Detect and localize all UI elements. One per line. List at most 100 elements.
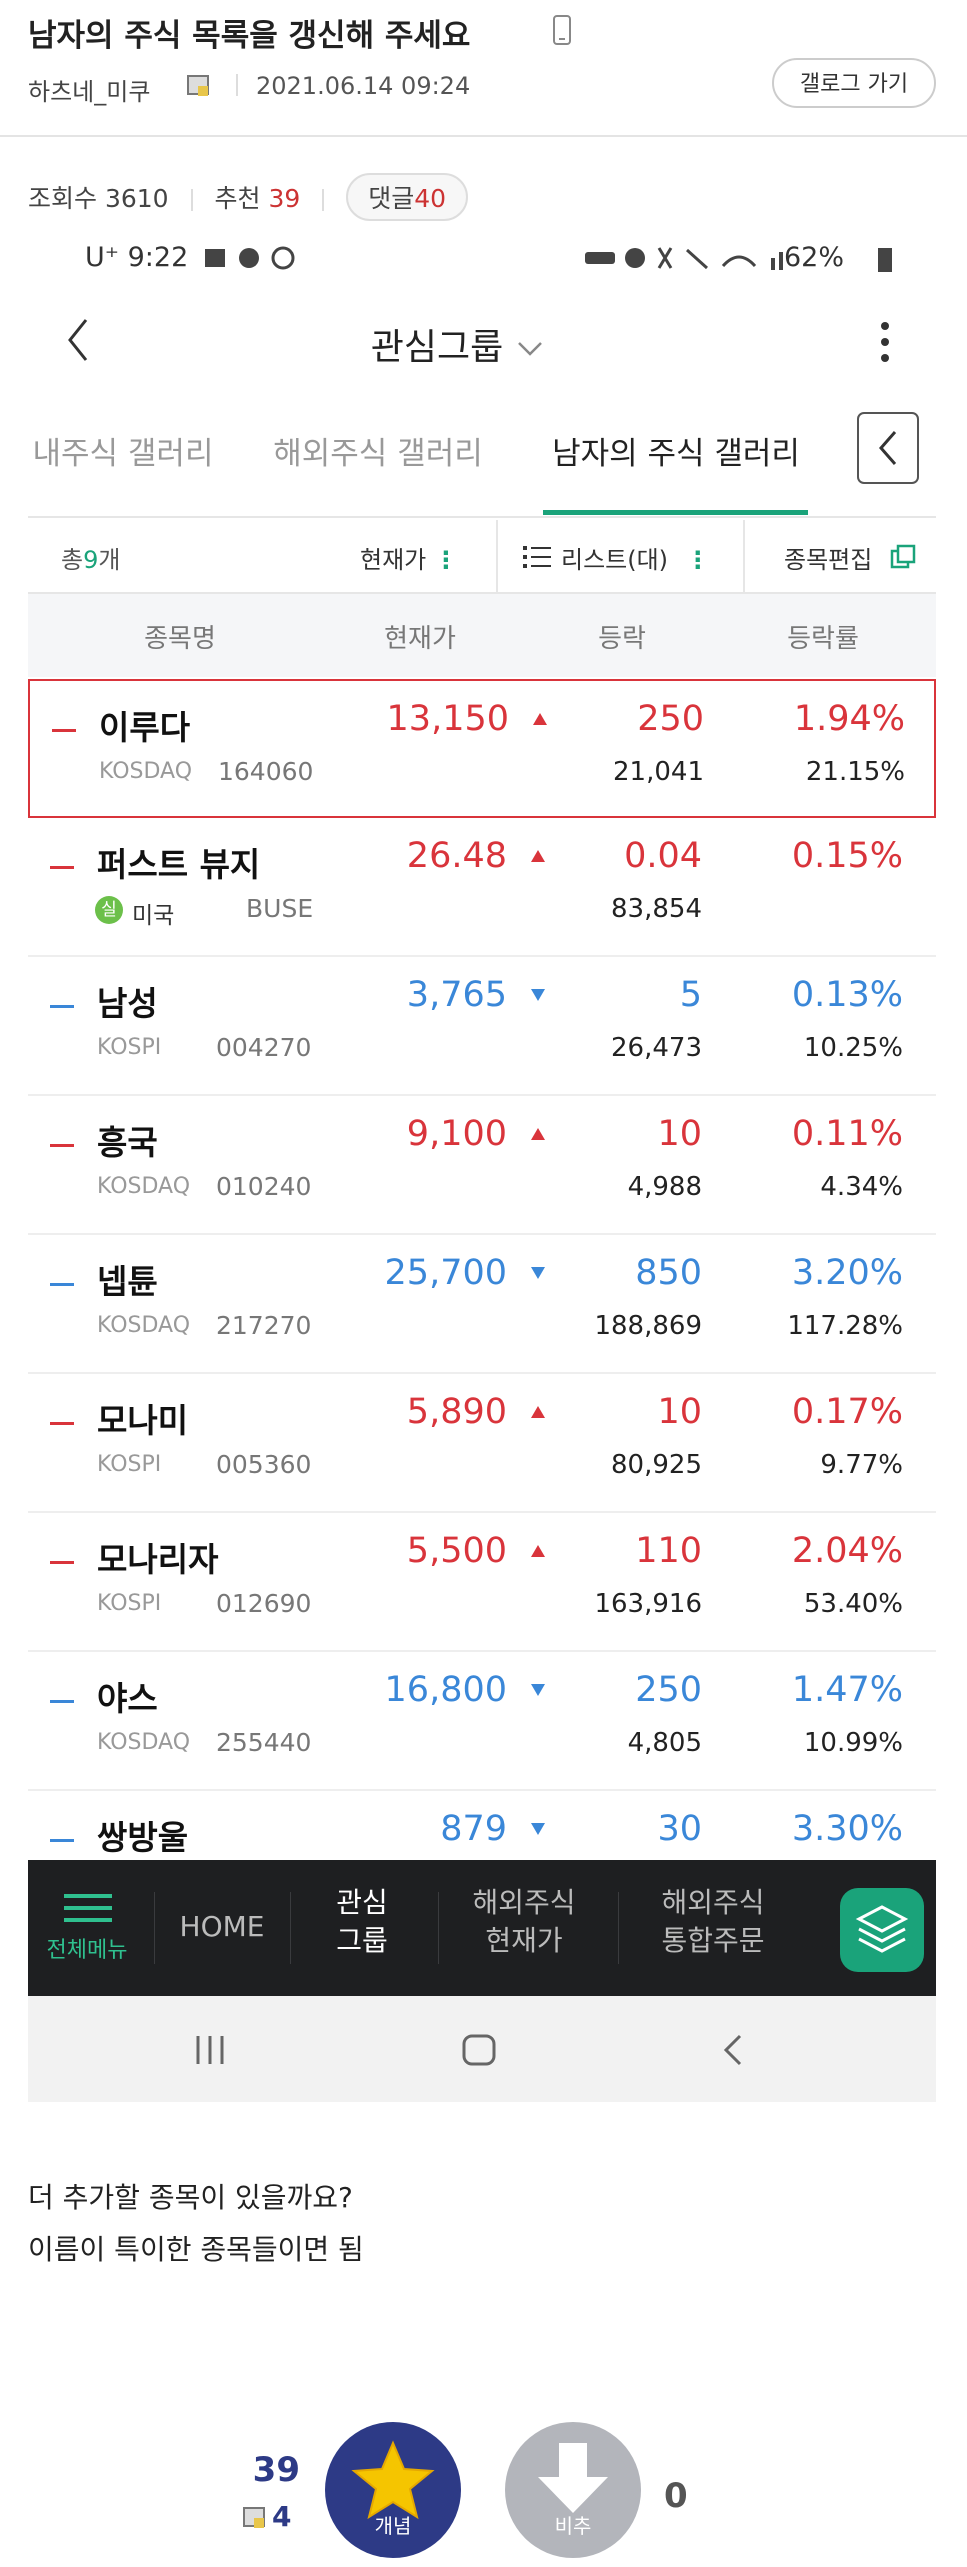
- change-rate: 0.17%: [791, 1392, 903, 1432]
- more-button[interactable]: [878, 320, 892, 364]
- nav-item[interactable]: HOME: [179, 1910, 265, 1943]
- stock-name: 이루다: [99, 708, 191, 747]
- divider: [236, 74, 238, 96]
- price: 25,700: [384, 1253, 507, 1293]
- column-label: 현재가: [384, 624, 456, 654]
- turnover-rate: 4.34%: [820, 1172, 903, 1202]
- app-button[interactable]: [839, 1887, 925, 1973]
- stock-row[interactable]: 퍼스트 뷰지 실 미국 BUSE 26.48 0.04 0.15% 83,854: [28, 818, 936, 957]
- nav-item[interactable]: 해외주식 현재가: [472, 1886, 576, 1957]
- nav-item[interactable]: 관심 그룹: [336, 1886, 388, 1957]
- change-rate: 1.47%: [791, 1670, 903, 1710]
- code: 217270: [216, 1311, 312, 1340]
- price: 26.48: [406, 836, 507, 876]
- divider: [322, 189, 325, 211]
- code: 255440: [216, 1728, 312, 1757]
- turnover-rate: 10.99%: [803, 1728, 903, 1758]
- volume: 163,916: [594, 1589, 702, 1619]
- group-title[interactable]: 관심그룹: [328, 318, 588, 370]
- total: 9: [83, 546, 99, 574]
- stock-name: 쌍방울: [97, 1818, 189, 1857]
- price: 879: [440, 1809, 507, 1849]
- edit-label: 종목편집: [784, 546, 873, 574]
- menu-icon[interactable]: [64, 1892, 112, 1924]
- tab-scroll-button[interactable]: [857, 412, 919, 484]
- price: 3,765: [406, 975, 507, 1015]
- stock-name: 퍼스트 뷰지: [97, 845, 261, 884]
- stock-row[interactable]: 야스 KOSDAQ 255440 16,800 250 1.47% 4,805 10.99%: [28, 1652, 936, 1791]
- stock-name: 흥국: [97, 1123, 158, 1162]
- divider: [743, 520, 745, 592]
- change: 110: [635, 1531, 702, 1571]
- turnover-rate: 117.28%: [787, 1311, 903, 1341]
- stock-row[interactable]: 모나미 KOSPI 005360 5,890 10 0.17% 80,925 9.77%: [28, 1374, 936, 1513]
- turnover-rate: 53.40%: [803, 1589, 903, 1619]
- code: BUSE: [246, 894, 314, 923]
- total-count: 총9개: [61, 540, 120, 575]
- body-line: 이름이 특이한 종목들이면 됨: [28, 2233, 364, 2266]
- change-rate: 0.15%: [791, 836, 903, 876]
- upvote-button[interactable]: [324, 2421, 462, 2559]
- change: 0.04: [624, 836, 702, 876]
- comments-label: 댓글: [368, 184, 415, 213]
- nav-item[interactable]: 해외주식 통합주문: [661, 1886, 765, 1957]
- view-button[interactable]: 리스트(대) ⋮: [561, 546, 710, 574]
- direction-arrow: [531, 989, 545, 1001]
- status-bar: U⁺ 9:22: [85, 242, 188, 273]
- stock-name: 넵튠: [97, 1262, 158, 1301]
- column-label: 등락: [598, 624, 646, 654]
- tab[interactable]: 내주식 갤러리: [32, 436, 214, 472]
- carrier: U⁺: [85, 242, 120, 273]
- volume: 4,988: [627, 1172, 702, 1202]
- edit-button[interactable]: 종목편집: [784, 540, 872, 575]
- mini-chart: [50, 1422, 74, 1425]
- change-rate: 3.20%: [791, 1253, 903, 1293]
- comments: 40: [414, 184, 447, 213]
- divider: [190, 189, 193, 211]
- market: KOSPI: [97, 1452, 162, 1477]
- volume: 26,473: [611, 1033, 702, 1063]
- direction-arrow: [531, 850, 545, 862]
- up-count: 39: [252, 2450, 300, 2490]
- total-prefix: 총: [61, 546, 84, 574]
- views: 3610: [104, 184, 169, 213]
- back-button[interactable]: [66, 318, 90, 362]
- mini-chart: [50, 1144, 74, 1147]
- code: 005360: [216, 1450, 312, 1479]
- mini-chart: [50, 1561, 74, 1564]
- tab[interactable]: 해외주식 갤러리: [273, 436, 483, 472]
- list-icon: [523, 546, 551, 568]
- dropdown-icon: [518, 342, 543, 356]
- author[interactable]: 하츠네_미쿠: [28, 78, 151, 106]
- stats: 조회수 3610 추천 39 댓글40: [28, 173, 469, 221]
- mini-chart: [50, 1839, 74, 1842]
- column-label: 등락률: [787, 624, 859, 654]
- stock-row[interactable]: 넵튠 KOSDAQ 217270 25,700 850 3.20% 188,869 117.2…: [28, 1235, 936, 1374]
- stock-name: 야스: [97, 1679, 158, 1718]
- stock-row[interactable]: 쌍방울 879 30 3.30%: [28, 1791, 936, 1860]
- downvote-button[interactable]: [504, 2421, 642, 2559]
- change: 250: [637, 699, 704, 739]
- code: 010240: [216, 1172, 312, 1201]
- sort-button[interactable]: 현재가 ⋮: [360, 546, 458, 574]
- market: KOSPI: [97, 1591, 162, 1616]
- direction-arrow: [531, 1267, 545, 1279]
- market: KOSDAQ: [97, 1313, 191, 1338]
- stock-row[interactable]: 모나리자 KOSPI 012690 5,500 110 2.04% 163,916 53.40…: [28, 1513, 936, 1652]
- stock-row[interactable]: 이루다 KOSDAQ 164060 13,150 250 1.94% 21,041 21.15…: [28, 679, 936, 818]
- tab[interactable]: 남자의 주식 갤러리: [552, 436, 800, 472]
- nav-divider: [438, 1892, 439, 1964]
- group-title-text: 관심그룹: [370, 327, 504, 368]
- gallog-button[interactable]: 갤로그 가기: [772, 58, 936, 108]
- mobile-icon: [553, 15, 571, 45]
- stock-row[interactable]: 남성 KOSPI 004270 3,765 5 0.13% 26,473 10.25%: [28, 957, 936, 1096]
- comments-button[interactable]: 댓글40: [346, 173, 469, 221]
- divider: [496, 520, 498, 592]
- volume: 4,805: [627, 1728, 702, 1758]
- badge: 실: [95, 896, 123, 924]
- nav-item[interactable]: 전체메뉴: [46, 1938, 128, 1963]
- phone-screenshot: U⁺ 9:22 62% 관심그룹 총9개 현재가 ⋮ 리스트(대) ⋮ 종목편집…: [28, 232, 936, 2102]
- bottom-nav: [28, 1860, 936, 1996]
- mini-chart: [50, 1700, 74, 1703]
- stock-row[interactable]: 흥국 KOSDAQ 010240 9,100 10 0.11% 4,988 4.34%: [28, 1096, 936, 1235]
